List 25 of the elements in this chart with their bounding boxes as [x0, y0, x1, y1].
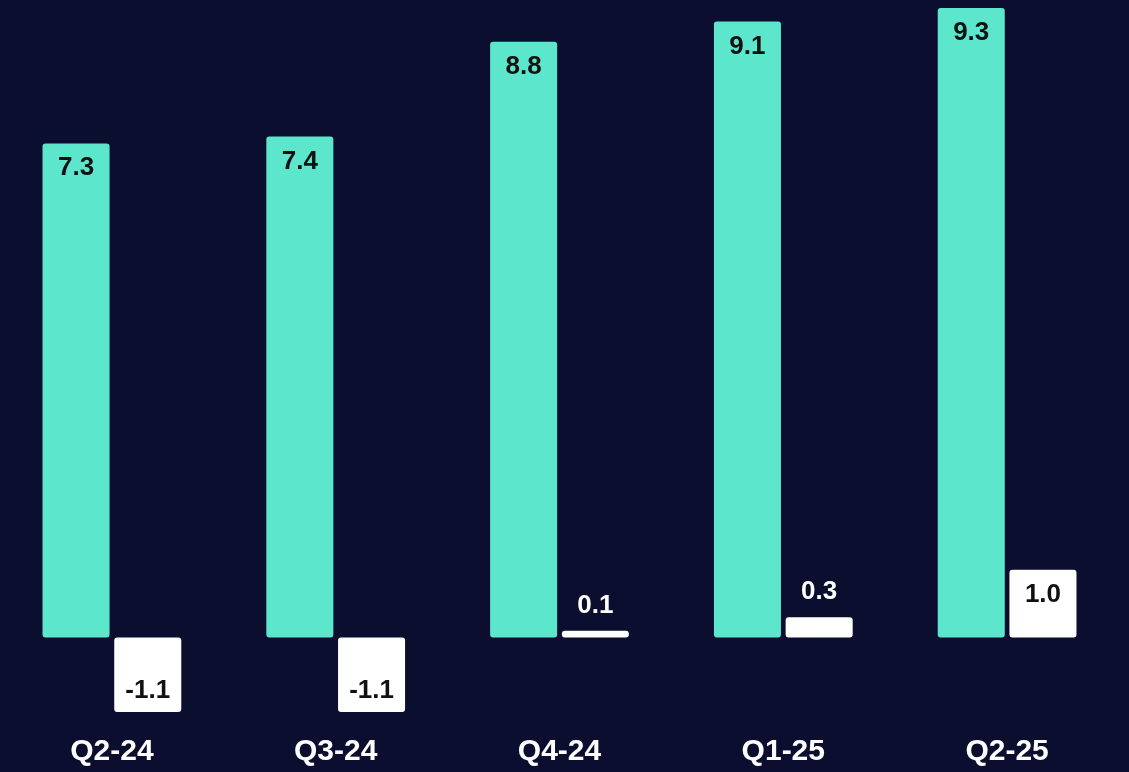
x-tick-label: Q2-25 [965, 732, 1049, 766]
x-tick-label: Q2-24 [70, 732, 154, 766]
bar [114, 637, 182, 712]
x-tick-label: Q4-24 [517, 732, 602, 766]
data-label: 0.3 [801, 575, 838, 606]
data-label: -1.1 [125, 674, 171, 704]
data-label: -1.1 [349, 674, 394, 704]
bar [338, 637, 406, 712]
bar [42, 143, 110, 638]
bar [785, 617, 853, 638]
bar [1009, 569, 1077, 638]
bar [490, 41, 558, 638]
data-label: 1.0 [1024, 577, 1062, 608]
data-label: 9.1 [729, 29, 766, 60]
x-tick-label: Q3-24 [294, 732, 378, 766]
data-label: 7.4 [281, 144, 319, 175]
bar [266, 136, 334, 638]
x-tick-label: Q1-25 [741, 732, 825, 766]
data-label: 7.3 [57, 151, 95, 182]
data-label: 9.3 [953, 16, 990, 46]
bar [561, 630, 629, 638]
bar [937, 8, 1005, 638]
bar [713, 21, 781, 638]
data-label: 0.1 [577, 588, 614, 619]
data-label: 8.8 [505, 49, 542, 80]
